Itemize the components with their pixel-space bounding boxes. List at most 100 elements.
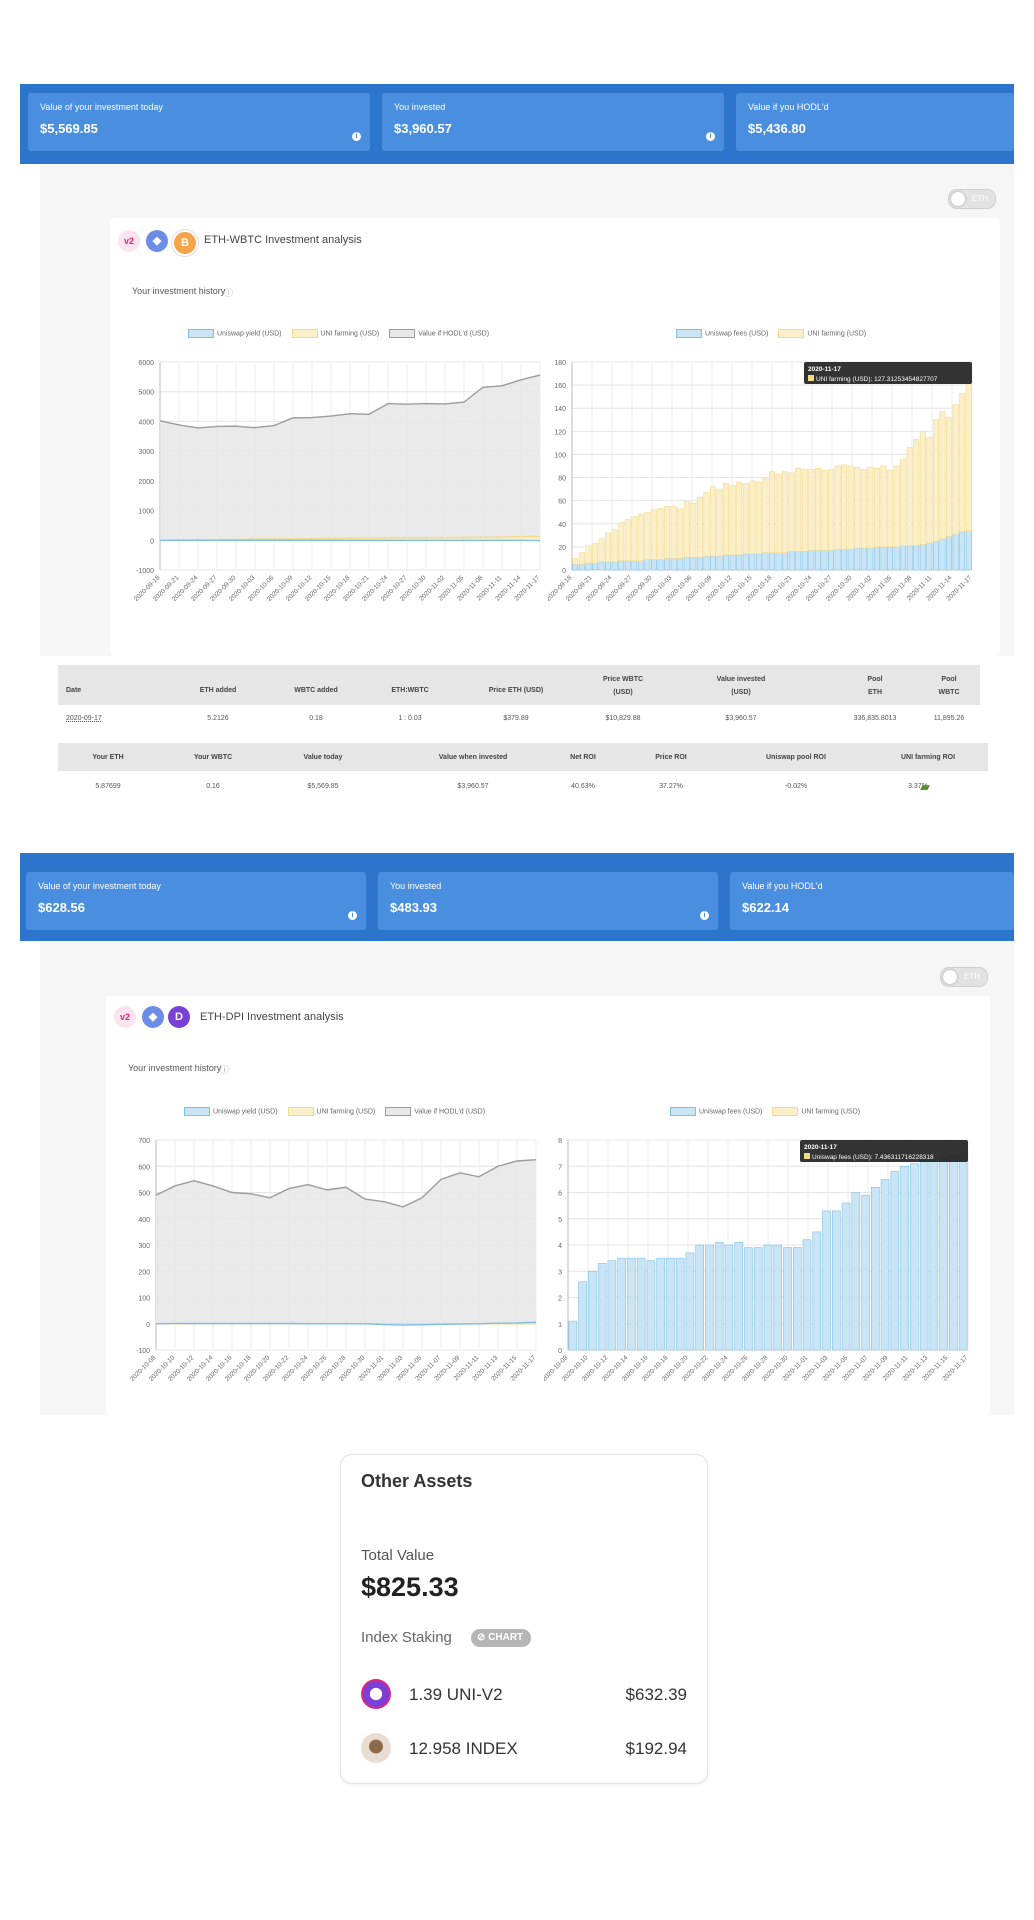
- info-icon[interactable]: ⓘ: [224, 288, 234, 298]
- card-value-hodl: Value if you HODL'd $622.14: [730, 872, 1014, 930]
- y-tick-label: 5000: [138, 390, 154, 397]
- table-cell: $3,960.57: [457, 783, 489, 790]
- table-cell: $379.89: [503, 715, 529, 722]
- hodl-value-series-line: [155, 1158, 537, 1208]
- fees-bar: [773, 1244, 783, 1351]
- uni-farming-bar: [900, 458, 907, 547]
- legend-item: Value if HODL'd (USD): [414, 1108, 486, 1116]
- info-icon[interactable]: i: [352, 132, 361, 141]
- uni-farming-bar: [834, 465, 841, 550]
- fees-bar: [939, 538, 946, 571]
- fees-bar: [685, 1252, 695, 1351]
- table-header-cell: ETH:WBTC: [391, 687, 429, 694]
- card-value: $5,569.85: [40, 121, 98, 136]
- fees-bar: [926, 543, 933, 571]
- eth-toggle[interactable]: ETH: [948, 189, 996, 209]
- table-header-cell: WBTC added: [294, 687, 338, 694]
- info-icon[interactable]: ⓘ: [220, 1065, 230, 1075]
- fees-bar: [890, 1171, 900, 1351]
- uni-farming-bar: [755, 481, 762, 555]
- table-header-cell: Price ROI: [655, 754, 687, 761]
- fees-bar: [683, 556, 690, 571]
- index-staking-label: Index Staking: [361, 1629, 452, 1646]
- uni-farming-bar: [742, 483, 749, 555]
- uni-farming-bar: [926, 436, 933, 544]
- chart-badge[interactable]: ⊘ CHART: [471, 1629, 532, 1647]
- fees-bar: [607, 1260, 617, 1351]
- table-cell: 40.63%: [571, 783, 595, 790]
- fees-bar: [690, 556, 697, 571]
- legend-item: UNI farming (USD): [801, 1108, 861, 1116]
- fees-bar: [657, 559, 664, 571]
- y-tick-label: 7: [558, 1164, 562, 1171]
- deposit-date-link[interactable]: 2020-09-17: [66, 715, 102, 722]
- y-tick-label: 2: [558, 1296, 562, 1303]
- card-value: $628.56: [38, 900, 85, 915]
- uni-farming-bar: [749, 480, 756, 555]
- uni-farming-bar: [919, 431, 926, 545]
- asset-row[interactable]: 12.958 INDEX $192.94: [361, 1731, 687, 1767]
- table-header-cell: Uniswap pool ROI: [766, 754, 826, 761]
- card-label: You invested: [390, 881, 442, 891]
- eth-toggle[interactable]: ETH: [940, 967, 988, 987]
- dpi-icon: D: [168, 1006, 190, 1028]
- uni-farming-bar: [854, 466, 861, 549]
- fees-bar: [880, 546, 887, 571]
- info-icon[interactable]: i: [348, 911, 357, 920]
- fees-bar: [932, 540, 939, 571]
- toggle-label: ETH: [972, 194, 988, 203]
- asset-row[interactable]: 1.39 UNI-V2 $632.39: [361, 1677, 687, 1713]
- table-header: [58, 665, 980, 705]
- y-tick-label: 300: [138, 1243, 150, 1250]
- uni-farming-bar: [893, 465, 900, 548]
- info-icon[interactable]: i: [700, 911, 709, 920]
- uni-farming-bar: [637, 514, 644, 562]
- uni-farming-bar: [709, 486, 716, 557]
- uni-farming-bar: [959, 392, 966, 533]
- uni-farming-bar: [703, 492, 710, 557]
- y-tick-label: -100: [136, 1348, 150, 1355]
- fees-bar: [867, 547, 874, 571]
- fees-bar: [854, 547, 861, 571]
- legend-item: UNI farming (USD): [316, 1108, 376, 1116]
- uni-farming-bar: [605, 532, 612, 563]
- fees-bar: [736, 554, 743, 571]
- index-token-icon: [361, 1733, 391, 1763]
- y-tick-label: 120: [554, 429, 566, 436]
- tooltip-text: Uniswap fees (USD): 7.436311716228318: [812, 1154, 934, 1161]
- tooltip-swatch: [804, 1153, 810, 1159]
- card-value: $3,960.57: [394, 121, 452, 136]
- fees-bar: [703, 555, 710, 571]
- table-header-cell: Your WBTC: [193, 754, 233, 761]
- other-assets-title: Other Assets: [361, 1471, 473, 1491]
- fees-bar: [788, 551, 795, 571]
- uni-farming-bar: [841, 464, 848, 550]
- y-tick-label: 60: [558, 499, 566, 506]
- uni-farming-bar: [795, 468, 802, 552]
- table-header-cell: Value today: [303, 754, 343, 761]
- uni-farming-bar: [657, 508, 664, 560]
- uni-farming-series-line: [159, 535, 541, 541]
- y-tick-label: 4: [558, 1243, 562, 1250]
- uni-farming-bar: [775, 473, 782, 553]
- fees-bar: [871, 1186, 880, 1351]
- fees-bar: [755, 553, 762, 571]
- card-value-today: Value of your investment today $628.56 i: [26, 872, 366, 930]
- info-icon[interactable]: i: [706, 132, 715, 141]
- fees-bar: [782, 552, 789, 571]
- card-you-invested: You invested $3,960.57 i: [382, 93, 724, 151]
- badge-label: CHART: [488, 1632, 524, 1643]
- uni-farming-bar: [670, 506, 677, 559]
- uni-farming-bar: [808, 469, 815, 551]
- fees-bar: [656, 1257, 665, 1351]
- total-value-label: Total Value: [361, 1547, 435, 1564]
- y-tick-label: 80: [558, 476, 566, 483]
- legend-item: UNI farming (USD): [320, 330, 380, 338]
- uni-farming-bar: [572, 558, 579, 565]
- fees-bar: [675, 1257, 685, 1351]
- fees-bar: [636, 1257, 646, 1351]
- y-tick-label: 40: [558, 522, 566, 529]
- uni-farming-bar: [932, 419, 939, 542]
- table-header-cell: Pool ETH: [867, 676, 883, 696]
- fees-bar: [887, 546, 894, 571]
